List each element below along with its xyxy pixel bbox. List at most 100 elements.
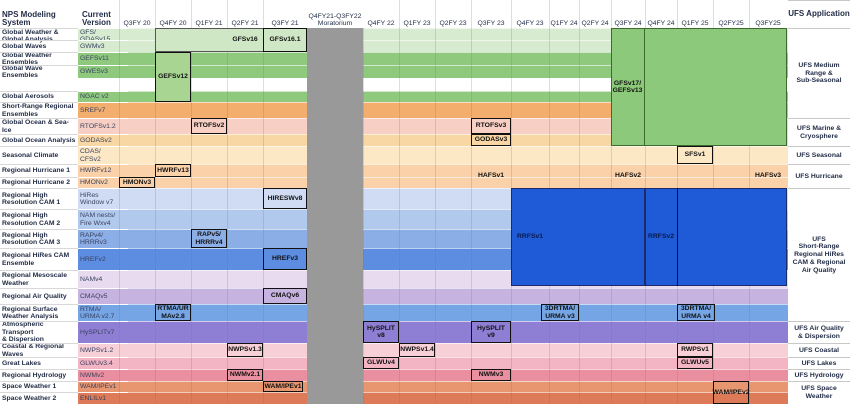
row-system-label: Global Wave Ensembles	[0, 65, 78, 78]
upgrade-label-hwrfv13: HWRFv13	[155, 164, 191, 177]
header-system: NPS Modeling System	[2, 9, 56, 28]
row-system-label: Regional High Resolution CAM 2	[0, 209, 78, 229]
row-system-label: Global Ocean Analysis	[0, 134, 78, 146]
row-system-label: Global Weather Ensembles	[0, 52, 78, 65]
row-version-label: CMAQv5	[78, 288, 128, 304]
row-system-label: Regional Hydrology	[0, 369, 78, 381]
row-system-label: Atmospheric Transport & Dispersion	[0, 321, 78, 343]
row-version-label: GEFSv11	[78, 52, 128, 65]
quarter-header: Q1 FY 23	[403, 20, 431, 28]
upgrade-label-nwpsv13: NWPSv1.3	[227, 343, 263, 357]
row-system-label: Regional High Resolution CAM 3	[0, 229, 78, 248]
row-system-label: Regional Hurricane 1	[0, 164, 78, 177]
upgrade-label-hysplit8: HySPLIT v8	[363, 321, 399, 343]
row-system-label: Short-Range Regional Ensembles	[0, 102, 78, 118]
quarter-header: Q1 FY 24	[550, 20, 578, 28]
row-version-label: HREFv2	[78, 248, 128, 270]
row-version-label: WAM/IPEv1	[78, 381, 128, 392]
upgrade-label-3drtma1: 3DRTMA/ URMA v3	[541, 304, 579, 321]
quarter-header: Q3 FY 23	[477, 20, 505, 28]
app-medium-range: UFS Medium Range & Sub-Seasonal	[788, 28, 850, 118]
row-system-label: Global Weather & Global Analysis	[0, 28, 78, 43]
row-system-label: Regional Surface Weather Analysis	[0, 304, 78, 321]
app-space-weather: UFS Space Weather	[788, 381, 850, 404]
upgrade-label-gfsv161: GFSv16.1	[263, 28, 307, 52]
app-coastal: UFS Coastal	[788, 343, 850, 357]
upgrade-label-wamipev1: WAM/IPEv1	[263, 381, 303, 392]
quarter-gridline	[155, 0, 156, 404]
rrfsv1-block	[511, 188, 645, 286]
upgrade-label-glwuv4: GLWUv4	[363, 357, 399, 369]
upgrade-label-rtofsv2: RTOFSv2	[191, 118, 227, 134]
upgrade-label-hysplit9: HySPLIT v9	[471, 321, 511, 343]
app-hydrology: UFS Hydrology	[788, 369, 850, 381]
quarter-header: Q4 FY 20	[159, 20, 187, 28]
upgrade-label-hireswv8: HIRESWv8	[263, 188, 307, 209]
row-version-label: NWMv2	[78, 369, 128, 381]
moratorium-column	[307, 0, 363, 404]
quarter-header: Q3 FY 21	[271, 20, 299, 28]
row-version-label: ENLILv1	[78, 392, 128, 404]
header-version: Current Version	[82, 9, 111, 28]
quarter-gridline	[119, 0, 120, 404]
row-band	[128, 381, 788, 392]
rrfsv2-block	[645, 188, 787, 286]
row-band	[128, 369, 788, 381]
row-band	[128, 321, 788, 343]
row-system-label: Seasonal Climate	[0, 146, 78, 164]
upgrade-label-hmonv3: HMONv3	[119, 177, 155, 188]
quarter-gridline	[191, 0, 192, 404]
row-version-label: GWESv3	[78, 65, 128, 78]
row-band	[128, 177, 788, 188]
quarter-gridline	[471, 0, 472, 404]
row-version-label: NAMv4	[78, 270, 128, 288]
upgrade-label-gfsv16: GFSv16	[232, 36, 258, 44]
quarter-header: Q2 FY 21	[231, 20, 259, 28]
row-system-label: Regional HiRes CAM Ensemble	[0, 248, 78, 270]
upgrade-label-glwuv5: GLWUv5	[677, 357, 713, 369]
row-version-label: HySPLITv7	[78, 321, 128, 343]
upgrade-label-rwpsv1: RWPSv1	[677, 343, 713, 357]
quarter-header: Q4 FY 22	[367, 20, 395, 28]
row-system-label: Global Aerosols	[0, 91, 78, 102]
quarter-header: Q2 FY 23	[439, 20, 467, 28]
quarter-gridline	[363, 0, 364, 404]
upgrade-label-rtmav28: RTMA/UR MAv2.8	[155, 304, 191, 321]
row-version-label: GFS/ GDASv15	[78, 28, 128, 43]
row-version-label: RAPv4/ HRRRv3	[78, 229, 128, 248]
app-seasonal: UFS Seasonal	[788, 146, 850, 164]
upgrade-label-nwmv3: NWMv3	[471, 369, 511, 381]
row-version-label: GWMv3	[78, 40, 128, 52]
quarter-header: Q3 FY25	[755, 20, 781, 28]
upgrade-label-3drtma2: 3DRTMA/ URMA v4	[677, 304, 715, 321]
app-air-quality: UFS Air Quality & Dispersion	[788, 321, 850, 343]
upgrade-label-hrefv3: HREFv3	[263, 248, 307, 270]
row-version-label: HWRFv12	[78, 164, 128, 177]
row-band	[128, 304, 788, 321]
row-version-label: NAM nests/ Fire Wxv4	[78, 209, 128, 229]
row-system-label: Regional Mesoscale Weather	[0, 270, 78, 288]
moratorium-label: Q4FY21-Q3FY22 Moratorium	[305, 0, 365, 28]
row-version-label: HMONv2	[78, 177, 128, 188]
row-version-label: RTMA/ URMA v2.7	[78, 304, 128, 321]
app-hurricane: UFS Hurricane	[788, 164, 850, 188]
row-system-label: Regional Hurricane 2	[0, 177, 78, 188]
app-marine: UFS Marine & Cryosphere	[788, 118, 850, 146]
upgrade-label-hafsv1: HAFSv1	[477, 172, 505, 180]
header-application: UFS Application	[788, 0, 850, 28]
row-band	[128, 146, 788, 164]
gfs-block	[155, 28, 307, 52]
upgrade-label-rrfsv1: RRFSv1	[516, 233, 544, 241]
quarter-header: Q1 FY 21	[195, 20, 223, 28]
upgrade-label-wamipev2: WAM/IPEv2	[713, 381, 750, 404]
row-version-label: SREFv7	[78, 102, 128, 118]
row-version-label: RTOFSv1.2	[78, 118, 128, 134]
row-band	[128, 164, 788, 177]
gfsv17-divider	[644, 28, 645, 146]
quarter-header: Q3 FY 24	[614, 20, 642, 28]
row-system-label: Regional High Resolution CAM 1	[0, 188, 78, 209]
quarter-header: Q2 FY25	[718, 20, 744, 28]
row-system-label: Space Weather 1	[0, 381, 78, 392]
upgrade-label-sfsv1: SFSv1	[677, 146, 713, 164]
